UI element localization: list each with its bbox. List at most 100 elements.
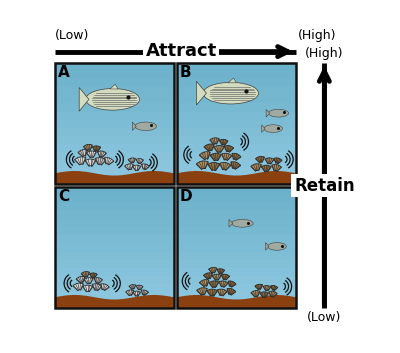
Wedge shape [232, 153, 241, 160]
Polygon shape [55, 112, 174, 120]
Polygon shape [228, 78, 236, 83]
Wedge shape [84, 278, 93, 284]
Polygon shape [177, 168, 296, 176]
Polygon shape [177, 136, 296, 144]
Wedge shape [209, 281, 219, 288]
Wedge shape [100, 284, 109, 291]
Polygon shape [177, 260, 296, 268]
Wedge shape [269, 291, 277, 297]
Polygon shape [55, 95, 174, 103]
Wedge shape [132, 165, 141, 170]
Wedge shape [208, 268, 217, 273]
Polygon shape [177, 244, 296, 252]
Wedge shape [92, 284, 102, 291]
Polygon shape [177, 171, 296, 184]
Text: Retain: Retain [294, 176, 355, 195]
Text: Attract: Attract [146, 42, 217, 60]
Polygon shape [55, 171, 174, 184]
Wedge shape [90, 273, 97, 278]
Polygon shape [55, 284, 174, 292]
Polygon shape [177, 219, 296, 227]
Wedge shape [83, 285, 93, 292]
Polygon shape [262, 125, 265, 132]
Polygon shape [177, 103, 296, 112]
Polygon shape [55, 87, 174, 95]
Wedge shape [210, 153, 222, 161]
Polygon shape [110, 84, 118, 89]
Polygon shape [55, 211, 174, 219]
Polygon shape [266, 109, 270, 117]
Text: D: D [180, 190, 193, 204]
Wedge shape [255, 284, 263, 290]
Polygon shape [177, 203, 296, 211]
Wedge shape [104, 157, 114, 165]
Polygon shape [55, 195, 174, 203]
Polygon shape [177, 71, 296, 79]
Ellipse shape [232, 220, 253, 227]
Wedge shape [204, 144, 214, 151]
Wedge shape [129, 285, 136, 289]
Polygon shape [177, 300, 296, 308]
Wedge shape [196, 161, 208, 169]
Polygon shape [55, 152, 174, 160]
Wedge shape [126, 290, 134, 296]
Wedge shape [265, 158, 274, 164]
Polygon shape [55, 235, 174, 244]
Wedge shape [141, 290, 148, 295]
Polygon shape [177, 144, 296, 152]
Wedge shape [263, 286, 271, 291]
Wedge shape [231, 162, 241, 169]
Polygon shape [55, 276, 174, 284]
Polygon shape [177, 268, 296, 276]
Wedge shape [204, 273, 212, 279]
Wedge shape [199, 280, 209, 287]
Polygon shape [55, 300, 174, 308]
Polygon shape [177, 252, 296, 260]
Wedge shape [136, 285, 143, 290]
Polygon shape [55, 227, 174, 235]
Polygon shape [177, 120, 296, 128]
Wedge shape [256, 156, 264, 163]
Text: B: B [180, 65, 192, 80]
Polygon shape [177, 152, 296, 160]
Wedge shape [210, 138, 219, 144]
Polygon shape [177, 128, 296, 136]
Polygon shape [55, 219, 174, 227]
Polygon shape [177, 95, 296, 103]
Wedge shape [133, 291, 140, 296]
Polygon shape [79, 88, 89, 111]
Wedge shape [224, 145, 234, 152]
Wedge shape [85, 159, 96, 166]
Wedge shape [271, 286, 278, 291]
Polygon shape [177, 227, 296, 235]
Polygon shape [55, 295, 174, 308]
Polygon shape [177, 112, 296, 120]
Polygon shape [177, 195, 296, 203]
Wedge shape [81, 271, 90, 277]
Text: A: A [58, 65, 70, 80]
Wedge shape [222, 153, 232, 161]
Wedge shape [217, 269, 225, 274]
Polygon shape [177, 295, 296, 308]
Polygon shape [177, 276, 296, 284]
Wedge shape [274, 158, 282, 164]
Wedge shape [128, 158, 136, 163]
Polygon shape [177, 176, 296, 184]
Polygon shape [177, 79, 296, 87]
Polygon shape [177, 187, 296, 195]
Wedge shape [221, 274, 230, 280]
Wedge shape [212, 274, 221, 280]
Ellipse shape [86, 89, 140, 110]
Wedge shape [125, 164, 134, 170]
Wedge shape [217, 289, 227, 296]
Wedge shape [78, 150, 88, 157]
Polygon shape [177, 292, 296, 300]
Wedge shape [228, 281, 236, 287]
Polygon shape [177, 235, 296, 244]
Wedge shape [199, 152, 210, 160]
Polygon shape [55, 160, 174, 168]
Wedge shape [219, 281, 228, 287]
Wedge shape [220, 162, 231, 170]
Polygon shape [266, 243, 269, 250]
Wedge shape [136, 158, 144, 164]
